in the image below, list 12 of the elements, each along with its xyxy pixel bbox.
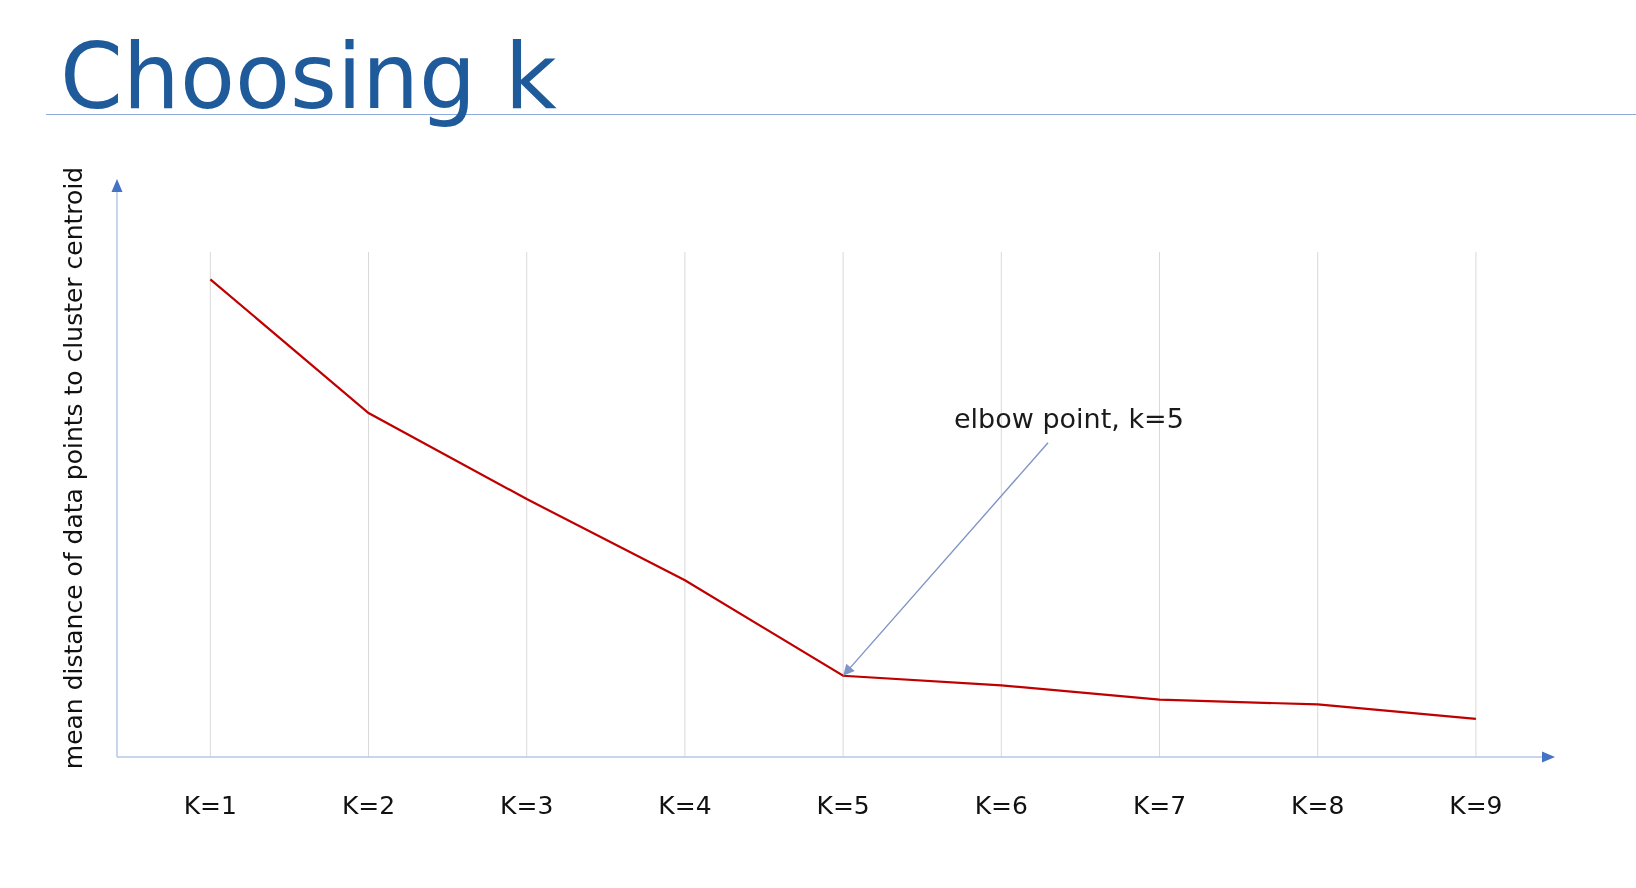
x-tick-label: K=2 [341,791,396,820]
x-tick-label: K=1 [183,791,237,820]
annotation: elbow point, k=5 [954,403,1184,434]
x-tick-label: K=5 [816,791,870,820]
x-tick-label: K=9 [1449,791,1503,820]
x-tick-label: K=7 [1132,791,1187,820]
x-tick-label: K=3 [500,791,554,820]
x-tick-label: K=6 [974,791,1028,820]
x-tick-label: K=8 [1291,791,1345,820]
y-axis-title: mean distance of data points to cluster centroid [58,166,88,770]
chart-title: Choosing k [60,24,557,129]
x-tick-label: K=4 [658,791,712,820]
